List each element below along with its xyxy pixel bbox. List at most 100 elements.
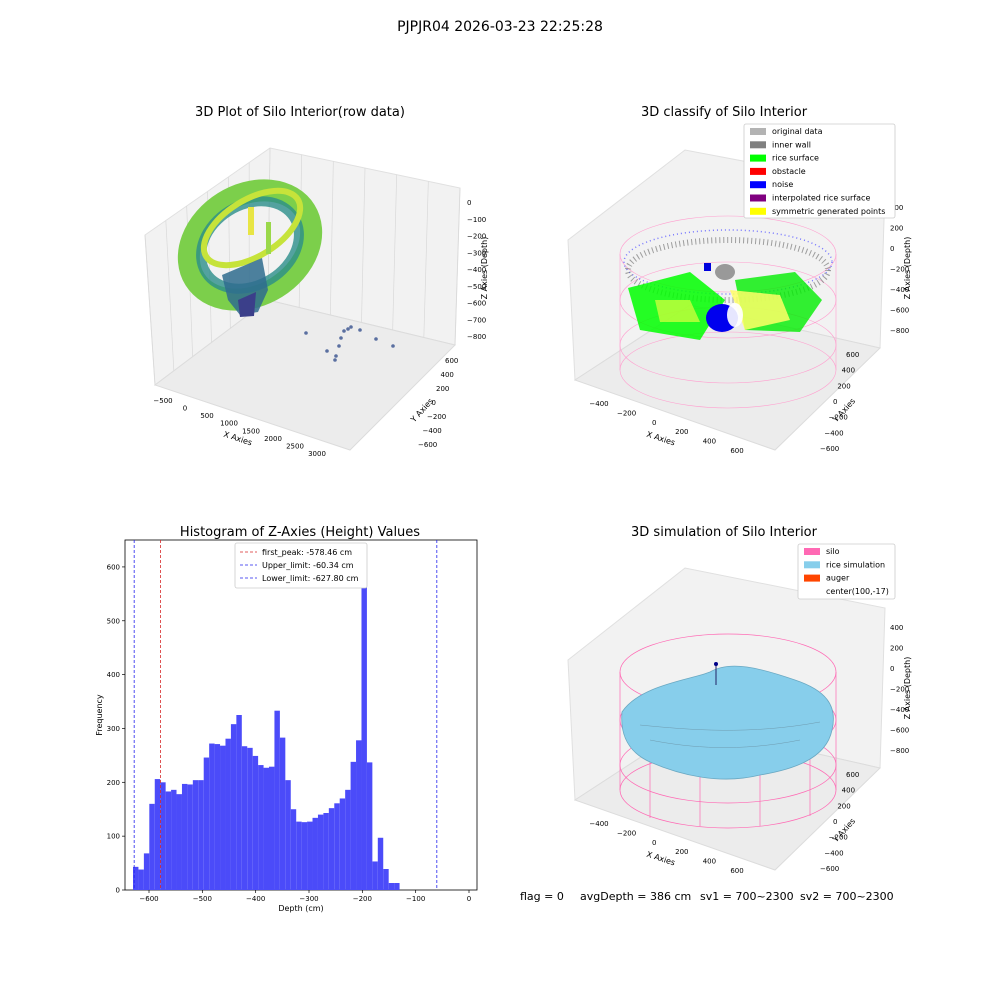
- y-tick-label: −200: [427, 413, 446, 421]
- classify-legend: original data inner wall rice surface obsta…: [743, 123, 896, 219]
- footer-sv2: sv2 = 700~2300: [800, 890, 894, 903]
- histogram-bar: [241, 746, 248, 890]
- z-tick-label: −800: [467, 333, 486, 341]
- raw-3d-panel: 3D Plot of Silo Interior(row data) −500 0…: [144, 105, 489, 458]
- histogram-bar: [388, 883, 395, 890]
- raw-grid-line: [423, 181, 429, 338]
- x-tick-label: −200: [617, 409, 636, 417]
- legend-swatch: [750, 207, 766, 215]
- x-tick-label: 200: [675, 848, 688, 856]
- x-tick-label: 0: [652, 419, 656, 427]
- legend-label: center(100,-17): [826, 587, 889, 596]
- z-tick-label: −200: [890, 266, 909, 274]
- histogram-y-tick-label: 100: [107, 833, 120, 841]
- raw-outlier-point: [342, 329, 346, 333]
- y-tick-label: 0: [833, 818, 837, 826]
- x-tick-label: 2000: [264, 435, 282, 443]
- z-tick-label: −400: [890, 286, 909, 294]
- raw-outlier-point: [325, 349, 329, 353]
- histogram-bar: [149, 803, 155, 890]
- y-tick-label: 0: [432, 399, 436, 407]
- figure-suptitle: PJPJR04 2026-03-23 22:25:28: [397, 19, 603, 35]
- histogram-bar: [154, 779, 161, 890]
- legend-swatch: [804, 574, 820, 582]
- histogram-legend: first_peak: -578.46 cm Upper_limit: -60.3…: [234, 542, 368, 589]
- histogram-bar: [198, 780, 204, 890]
- raw-outlier-point: [346, 327, 350, 331]
- legend-label: auger: [826, 574, 850, 583]
- raw-outlier-points: [304, 325, 395, 362]
- histogram-bar: [372, 861, 378, 890]
- raw-outlier-point: [391, 344, 395, 348]
- histogram-x-ticks: −600 −500 −400 −300 −200 −100 0: [139, 890, 471, 903]
- legend-label: interpolated rice surface: [772, 194, 870, 203]
- histogram-y-tick-label: 500: [107, 617, 120, 625]
- raw-outlier-point: [349, 325, 353, 329]
- legend-label: rice surface: [772, 154, 819, 163]
- x-tick-label: −400: [589, 820, 608, 828]
- histogram-bar: [171, 789, 177, 890]
- classify-panel-title: 3D classify of Silo Interior: [641, 105, 808, 120]
- z-tick-label: −600: [890, 307, 909, 315]
- y-tick-label: −600: [418, 441, 437, 449]
- histogram-xlabel: Depth (cm): [278, 904, 323, 913]
- histogram-x-tick-label: −300: [299, 895, 318, 903]
- x-tick-label: 3000: [308, 450, 326, 458]
- simulation-zlabel: Z Axies (Depth): [903, 657, 912, 720]
- histogram-bar: [203, 757, 210, 890]
- simulation-panel-title: 3D simulation of Silo Interior: [631, 525, 818, 540]
- z-tick-label: −200: [467, 233, 486, 241]
- histogram-panel: Histogram of Z-Axies (Height) Values −60…: [95, 525, 478, 913]
- x-tick-label: 400: [703, 438, 716, 446]
- z-tick-label: −400: [890, 706, 909, 714]
- histogram-bar: [317, 814, 324, 890]
- x-tick-label: 400: [703, 858, 716, 866]
- footer-flag: flag = 0: [520, 890, 564, 903]
- z-tick-label: −800: [890, 747, 909, 755]
- legend-label: symmetric generated points: [772, 207, 885, 216]
- classify-tick-labels: −400−20002004006006004002000−200−400−600…: [589, 204, 909, 455]
- raw-panel-title: 3D Plot of Silo Interior(row data): [195, 105, 405, 120]
- histogram-bar: [279, 737, 286, 890]
- y-tick-label: −400: [423, 427, 442, 435]
- y-tick-label: 0: [833, 398, 837, 406]
- histogram-bar: [236, 715, 242, 890]
- histogram-x-tick-label: 0: [467, 895, 471, 903]
- histogram-y-tick-label: 200: [107, 779, 120, 787]
- z-tick-label: −300: [467, 249, 486, 257]
- z-tick-label: 400: [890, 624, 903, 632]
- legend-label: obstacle: [772, 167, 806, 176]
- raw-outlier-point: [304, 331, 308, 335]
- z-tick-label: 0: [467, 199, 471, 207]
- z-tick-label: −100: [467, 216, 486, 224]
- simulation-3d-panel: 3D simulation of Silo Interior −400 −200 0…: [567, 525, 912, 875]
- histogram-bar: [165, 791, 172, 890]
- legend-label: silo: [826, 547, 840, 556]
- histogram-bar: [252, 755, 259, 890]
- x-tick-label: 0: [652, 839, 656, 847]
- raw-tick-labels: −5000500100015002000250030006004002000−2…: [153, 199, 486, 458]
- histogram-bar: [361, 555, 367, 890]
- simulation-xlabel: X Axies: [645, 850, 676, 868]
- histogram-bar: [383, 869, 389, 890]
- raw-silo-ring: [177, 179, 323, 317]
- y-tick-label: −400: [824, 849, 843, 857]
- simulation-tick-labels: −400−20002004006006004002000−200−400−600…: [589, 624, 909, 875]
- y-tick-label: −200: [829, 834, 848, 842]
- histogram-bar: [366, 762, 373, 890]
- legend-label: original data: [772, 127, 823, 136]
- histogram-bar: [143, 853, 150, 890]
- legend-swatch: [750, 128, 766, 135]
- histogram-bar: [133, 866, 139, 890]
- y-tick-label: −600: [820, 865, 839, 873]
- y-tick-label: 600: [846, 351, 859, 359]
- x-tick-label: 1000: [220, 420, 238, 428]
- z-tick-label: −600: [467, 300, 486, 308]
- legend-swatch: [750, 141, 766, 149]
- histogram-y-tick-label: 0: [116, 887, 120, 895]
- classify-xlabel: X Axies: [645, 430, 676, 448]
- histogram-bar: [138, 869, 144, 890]
- histogram-y-tick-label: 400: [107, 671, 120, 679]
- histogram-bar: [209, 743, 215, 890]
